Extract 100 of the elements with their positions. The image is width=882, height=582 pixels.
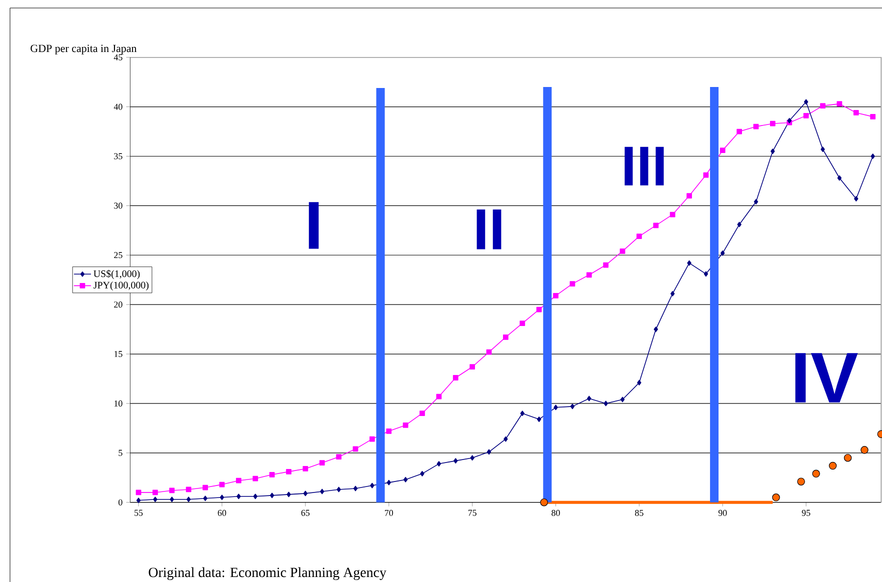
point	[770, 120, 776, 126]
point	[253, 494, 258, 500]
point	[436, 394, 442, 400]
point	[202, 484, 208, 490]
point	[402, 422, 408, 428]
point	[420, 410, 425, 416]
point	[370, 482, 374, 488]
legend-label: JPY(100,000)	[94, 281, 149, 291]
point	[420, 470, 424, 476]
point	[670, 291, 675, 296]
chart-title: GDP per capita in Japan	[30, 44, 137, 54]
point	[570, 281, 576, 286]
x-tick-label: 75	[468, 510, 476, 516]
x-tick-label: 65	[301, 510, 310, 516]
point	[870, 154, 875, 159]
y-tick-label: 30	[114, 202, 122, 209]
point	[803, 113, 809, 118]
point	[554, 404, 558, 410]
point	[603, 262, 609, 268]
y-tick-label: 0	[118, 499, 122, 506]
point	[854, 196, 858, 202]
point	[520, 410, 524, 416]
point	[302, 466, 308, 472]
x-tick-label: 95	[802, 510, 810, 516]
point	[720, 250, 725, 256]
point	[520, 320, 526, 326]
y-tick-label: 15	[114, 351, 122, 358]
text: Original data: Economic Planning Agency	[148, 567, 386, 580]
point	[269, 472, 275, 478]
point	[152, 490, 158, 496]
point	[636, 234, 642, 240]
point	[286, 492, 291, 498]
point	[754, 199, 758, 204]
point	[870, 114, 876, 120]
point	[169, 488, 175, 494]
point	[186, 496, 191, 502]
point	[369, 436, 375, 442]
point	[687, 260, 692, 266]
point	[844, 454, 852, 462]
point	[828, 462, 837, 470]
point	[252, 476, 258, 482]
point	[403, 476, 408, 482]
annotation: IV	[795, 353, 858, 402]
point	[553, 292, 558, 298]
point	[540, 498, 548, 506]
x-tick-label: 80	[552, 510, 560, 516]
point	[170, 496, 174, 502]
point	[853, 110, 859, 116]
point	[654, 326, 658, 332]
point	[820, 103, 826, 108]
point	[236, 478, 242, 484]
point	[737, 222, 742, 228]
point	[753, 124, 759, 130]
point	[336, 454, 342, 460]
point	[536, 306, 542, 312]
y-tick-label: 25	[114, 252, 122, 258]
point	[353, 486, 358, 492]
point	[836, 101, 842, 107]
point	[820, 146, 825, 152]
point	[620, 396, 625, 402]
x-tick-label: 55	[134, 510, 143, 516]
point	[536, 416, 542, 422]
y-tick-label: 35	[114, 153, 122, 160]
point	[320, 488, 324, 494]
point	[586, 272, 592, 278]
point	[486, 449, 492, 455]
point	[236, 494, 241, 500]
point	[203, 496, 208, 502]
point	[704, 271, 708, 277]
annotation: III	[624, 146, 664, 186]
y-tick-label: 20	[114, 302, 122, 308]
point	[812, 470, 820, 478]
x-tick-label: 70	[384, 510, 393, 516]
point	[736, 128, 742, 134]
y-tick-label: 40	[114, 104, 122, 110]
point	[637, 380, 642, 386]
point	[653, 222, 659, 228]
legend-label: US$(1,000)	[94, 270, 140, 280]
point	[860, 446, 868, 454]
point	[587, 396, 592, 402]
annotation: II	[476, 210, 502, 250]
point	[837, 175, 842, 181]
annotation: I	[308, 202, 319, 249]
point	[136, 498, 141, 504]
point	[797, 478, 805, 486]
point	[452, 375, 458, 380]
x-tick-label: 60	[218, 510, 226, 516]
x-tick-label: 85	[635, 510, 644, 516]
point	[336, 486, 341, 492]
point	[804, 99, 808, 105]
point	[453, 458, 458, 464]
point	[604, 400, 608, 406]
point	[286, 469, 292, 474]
point	[186, 486, 192, 492]
y-tick-label: 10	[114, 400, 122, 406]
point	[386, 480, 391, 486]
point	[504, 436, 508, 442]
point	[670, 212, 676, 218]
point	[770, 148, 775, 154]
point	[470, 364, 475, 370]
